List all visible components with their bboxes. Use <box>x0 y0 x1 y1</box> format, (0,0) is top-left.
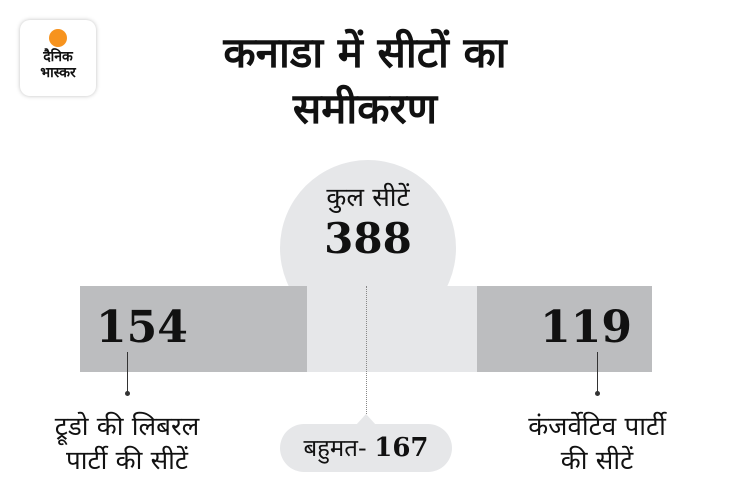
total-seats-value: 388 <box>324 214 412 263</box>
majority-line <box>366 286 367 414</box>
value-label-conservative: 119 <box>540 302 632 353</box>
logo-text-2: भास्कर <box>40 65 76 81</box>
leader-line-liberal <box>125 352 130 396</box>
majority-value: 167 <box>374 433 429 463</box>
label-conservative-line-1: कंजर्वेटिव पार्टी <box>528 412 666 442</box>
leader-line-conservative <box>595 352 600 396</box>
dainik-bhaskar-logo: दैनिक भास्कर <box>20 20 96 96</box>
label-liberal-line-1: ट्रूडो की लिबरल <box>54 412 200 442</box>
label-conservative: कंजर्वेटिव पार्टी की सीटें <box>487 410 707 478</box>
majority-bubble: बहुमत- 167 <box>280 414 452 472</box>
label-liberal: ट्रूडो की लिबरल पार्टी की सीटें <box>17 410 237 478</box>
logo-sun-icon <box>49 29 67 47</box>
total-seats-label: कुल सीटें <box>326 183 410 213</box>
page-title: कनाडा में सीटों का समीकरण <box>150 25 580 137</box>
bar-conservative: 119 <box>476 286 652 372</box>
title-line-1: कनाडा में सीटों का <box>223 28 507 77</box>
value-label-liberal: 154 <box>96 302 188 353</box>
logo-text-1: दैनिक <box>43 49 73 65</box>
title-line-2: समीकरण <box>292 84 438 133</box>
label-conservative-line-2: की सीटें <box>560 446 634 476</box>
majority-label: बहुमत- <box>303 434 367 462</box>
label-liberal-line-2: पार्टी की सीटें <box>66 446 188 476</box>
bar-liberal: 154 <box>80 286 308 372</box>
